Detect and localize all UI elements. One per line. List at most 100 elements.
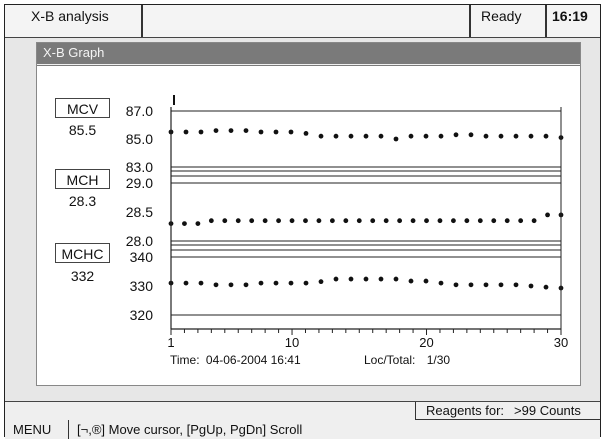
data-point (316, 218, 322, 224)
param-name-mch: MCH (55, 169, 110, 189)
data-point (408, 133, 414, 139)
y-tick-label: 83.0 (126, 159, 153, 175)
data-point (198, 280, 204, 286)
data-point (273, 129, 279, 135)
data-point (408, 278, 414, 284)
data-point (213, 128, 219, 133)
data-point (289, 218, 295, 224)
data-point (531, 218, 537, 224)
data-point (303, 131, 309, 136)
data-point (397, 218, 403, 224)
data-point (333, 133, 339, 139)
x-tick-label: 20 (419, 335, 433, 350)
analyzer-screen: X-B analysis Ready 16:19 X-B Graph MCV 8… (4, 4, 601, 439)
data-point (258, 129, 264, 135)
data-point (258, 280, 264, 286)
data-point (504, 218, 510, 224)
data-point (453, 282, 459, 288)
data-point (273, 280, 279, 286)
y-tick-label: 29.0 (126, 175, 153, 191)
data-point (222, 218, 228, 224)
data-point (243, 128, 249, 133)
screen-title: X-B analysis (5, 5, 143, 37)
data-point (213, 282, 219, 288)
data-point (228, 282, 234, 288)
data-point (477, 218, 483, 224)
time-label: Time: (170, 353, 200, 367)
loc-value: 1/30 (426, 353, 451, 367)
data-point (378, 276, 384, 282)
data-point (318, 133, 324, 139)
data-point (451, 218, 456, 224)
time-readout: Time: 04-06-2004 16:41 (170, 353, 301, 367)
param-value-mch: 28.3 (68, 193, 97, 209)
reagents-label: Reagents for: (426, 403, 505, 418)
loc-label: Loc/Total: (364, 353, 416, 367)
data-point (262, 218, 268, 224)
loc-readout: Loc/Total: 1/30 (364, 353, 450, 367)
message-area (143, 5, 471, 37)
data-point (348, 133, 354, 139)
data-point (543, 284, 549, 290)
data-point (468, 282, 474, 288)
time-value: 04-06-2004 16:41 (205, 353, 301, 367)
reagents-value: >99 Counts (514, 403, 581, 418)
data-point (329, 218, 335, 224)
data-point (498, 133, 504, 139)
data-point (518, 218, 524, 224)
y-tick-label: 28.5 (126, 204, 153, 220)
footer-bar: Reagents for: >99 Counts MENU [¬,®] Move … (5, 401, 600, 439)
data-point (383, 218, 389, 224)
data-point (423, 133, 429, 139)
data-point (438, 280, 444, 286)
data-point (513, 133, 519, 139)
graph-title: X-B Graph (43, 45, 105, 60)
status-indicator: Ready (471, 5, 547, 37)
data-point (343, 218, 349, 224)
data-point (208, 218, 214, 224)
clock: 16:19 (552, 8, 588, 24)
param-name-mcv: MCV (55, 98, 110, 118)
data-point (198, 129, 204, 135)
y-tick-label: 85.0 (126, 131, 153, 147)
param-value-mcv: 85.5 (68, 122, 97, 138)
y-tick-label: 320 (130, 307, 154, 323)
x-tick-label: 10 (285, 335, 299, 350)
data-point (228, 128, 234, 133)
data-point (424, 218, 429, 224)
key-help-text: [¬,®] Move cursor, [PgUp, PgDn] Scroll (77, 422, 303, 437)
menu-key-label[interactable]: MENU (13, 422, 52, 437)
reagents-status: Reagents for: >99 Counts (415, 402, 600, 420)
graph-header: X-B Graph (37, 43, 580, 66)
data-point (423, 278, 429, 284)
y-tick-label: 87.0 (126, 103, 153, 119)
data-point (288, 280, 294, 286)
xb-graph-panel: X-B Graph MCV 85.5 MCH 28.3 MCHC 332 87.… (36, 42, 581, 386)
data-point (528, 133, 534, 139)
data-point (243, 282, 249, 288)
data-point (235, 218, 241, 224)
data-point (303, 280, 309, 286)
y-tick-label: 330 (130, 278, 154, 294)
data-point (438, 133, 444, 139)
data-point (513, 282, 519, 288)
data-point (318, 279, 324, 285)
data-point (393, 136, 399, 142)
data-point (356, 218, 362, 224)
data-point (183, 129, 189, 135)
data-point (483, 133, 489, 139)
data-point (453, 132, 459, 138)
data-point (498, 282, 504, 288)
x-tick-label: 30 (554, 335, 568, 350)
param-name-mchc: MCHC (55, 243, 110, 263)
data-point (182, 221, 187, 227)
data-point (393, 276, 399, 282)
menu-separator (68, 420, 69, 439)
top-status-bar: X-B analysis Ready 16:19 (5, 5, 600, 38)
graph-title-rule (37, 64, 580, 65)
data-point (363, 276, 369, 282)
data-point (545, 212, 550, 218)
data-point (528, 283, 534, 289)
data-point (464, 218, 470, 224)
